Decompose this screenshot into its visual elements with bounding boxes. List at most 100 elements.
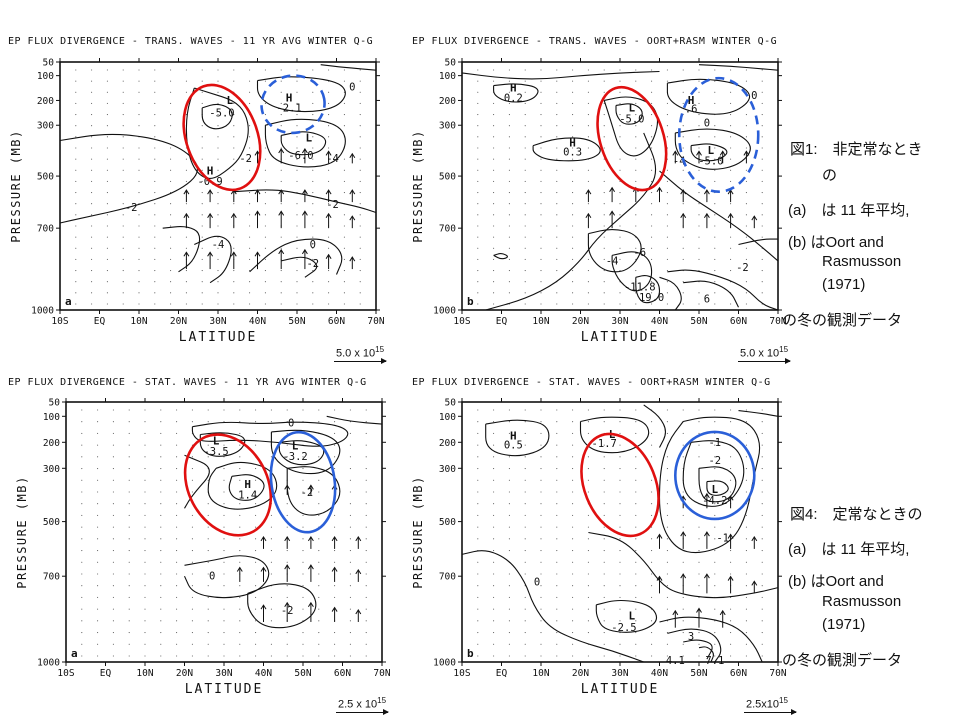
grid-dot (745, 125, 747, 127)
grid-dot (698, 561, 700, 563)
x-tick-label: 70N (367, 316, 384, 327)
grid-dot (508, 236, 510, 238)
grid-dot (540, 550, 542, 552)
grid-dot (556, 91, 558, 93)
grid-dot (201, 180, 203, 182)
grid-dot (97, 620, 99, 622)
flux-arrow-head (703, 573, 710, 579)
x-tick-label: 10S (51, 316, 68, 327)
grid-dot (201, 136, 203, 138)
x-tick-label: 40N (249, 316, 266, 327)
grid-dot (91, 203, 93, 205)
grid-dot (603, 596, 605, 598)
contour-line (493, 83, 539, 103)
flux-arrow-head (307, 484, 314, 490)
grid-dot (524, 236, 526, 238)
caption-line: 図1: 非定常なとき (790, 141, 923, 158)
grid-dot (122, 114, 124, 116)
grid-dot (477, 585, 479, 587)
grid-dot (349, 643, 351, 645)
grid-dot (508, 573, 510, 575)
grid-dot (334, 585, 336, 587)
grid-dot (185, 203, 187, 205)
grid-dot (493, 432, 495, 434)
grid-dot (154, 203, 156, 205)
grid-dot (328, 114, 330, 116)
y-tick-label: 300 (439, 121, 456, 132)
grid-dot (635, 514, 637, 516)
grid-dot (170, 203, 172, 205)
grid-dot (223, 479, 225, 481)
grid-dot (302, 585, 304, 587)
grid-dot (635, 169, 637, 171)
grid-dot (477, 432, 479, 434)
caption-line: の冬の観測データ (782, 312, 903, 329)
grid-dot (635, 421, 637, 423)
grid-dot (286, 655, 288, 657)
grid-dot (91, 91, 93, 93)
flux-arrow-head (680, 189, 687, 195)
contour-line (493, 252, 508, 260)
grid-dot (154, 258, 156, 260)
grid-dot (81, 479, 83, 481)
grid-dot (556, 225, 558, 227)
grid-dot (128, 550, 130, 552)
grid-dot (359, 80, 361, 82)
grid-dot (154, 136, 156, 138)
grid-dot (651, 303, 653, 305)
grid-dot (296, 91, 298, 93)
grid-dot (730, 102, 732, 104)
grid-dot (651, 281, 653, 283)
grid-dot (730, 270, 732, 272)
grid-dot (603, 491, 605, 493)
grid-dot (343, 281, 345, 283)
grid-dot (745, 225, 747, 227)
grid-dot (112, 526, 114, 528)
grid-dot (91, 136, 93, 138)
grid-dot (343, 192, 345, 194)
grid-dot (255, 655, 257, 657)
grid-dot (191, 409, 193, 411)
grid-dot (508, 432, 510, 434)
flux-arrow-head (727, 212, 734, 219)
grid-dot (185, 303, 187, 305)
grid-dot (349, 561, 351, 563)
grid-dot (540, 158, 542, 160)
grid-dot (334, 514, 336, 516)
grid-dot (255, 596, 257, 598)
flux-arrow-head (680, 573, 687, 579)
grid-dot (651, 192, 653, 194)
grid-dot (249, 214, 251, 216)
grid-dot (81, 432, 83, 434)
grid-dot (176, 468, 178, 470)
x-tick-label: EQ (496, 316, 508, 327)
grid-dot (508, 158, 510, 160)
grid-dot (75, 192, 77, 194)
flux-arrow-head (331, 606, 338, 612)
grid-dot (91, 158, 93, 160)
grid-dot (587, 468, 589, 470)
grid-dot (312, 192, 314, 194)
contour-labels: H0.2L-5.0H.6H0.3 L-5.0-40-4-6-11.819.0-26… (504, 82, 758, 306)
grid-dot (619, 444, 621, 446)
grid-dot (233, 69, 235, 71)
contour-value-label: H (510, 429, 517, 442)
grid-dot (128, 643, 130, 645)
grid-dot (477, 258, 479, 260)
grid-dot (477, 80, 479, 82)
grid-dot (730, 421, 732, 423)
grid-dot (619, 596, 621, 598)
grid-dot (477, 236, 479, 238)
contour-line (278, 440, 325, 466)
grid-dot (761, 214, 763, 216)
flux-arrow-head (696, 607, 702, 613)
grid-dot (359, 247, 361, 249)
grid-dot (359, 147, 361, 149)
flux-arrow-head (703, 531, 710, 537)
flux-arrow-head (307, 601, 314, 608)
grid-dot (280, 125, 282, 127)
flux-arrow-head (696, 150, 702, 156)
contour-value-label: -4 (212, 239, 225, 251)
grid-dot (106, 225, 108, 227)
